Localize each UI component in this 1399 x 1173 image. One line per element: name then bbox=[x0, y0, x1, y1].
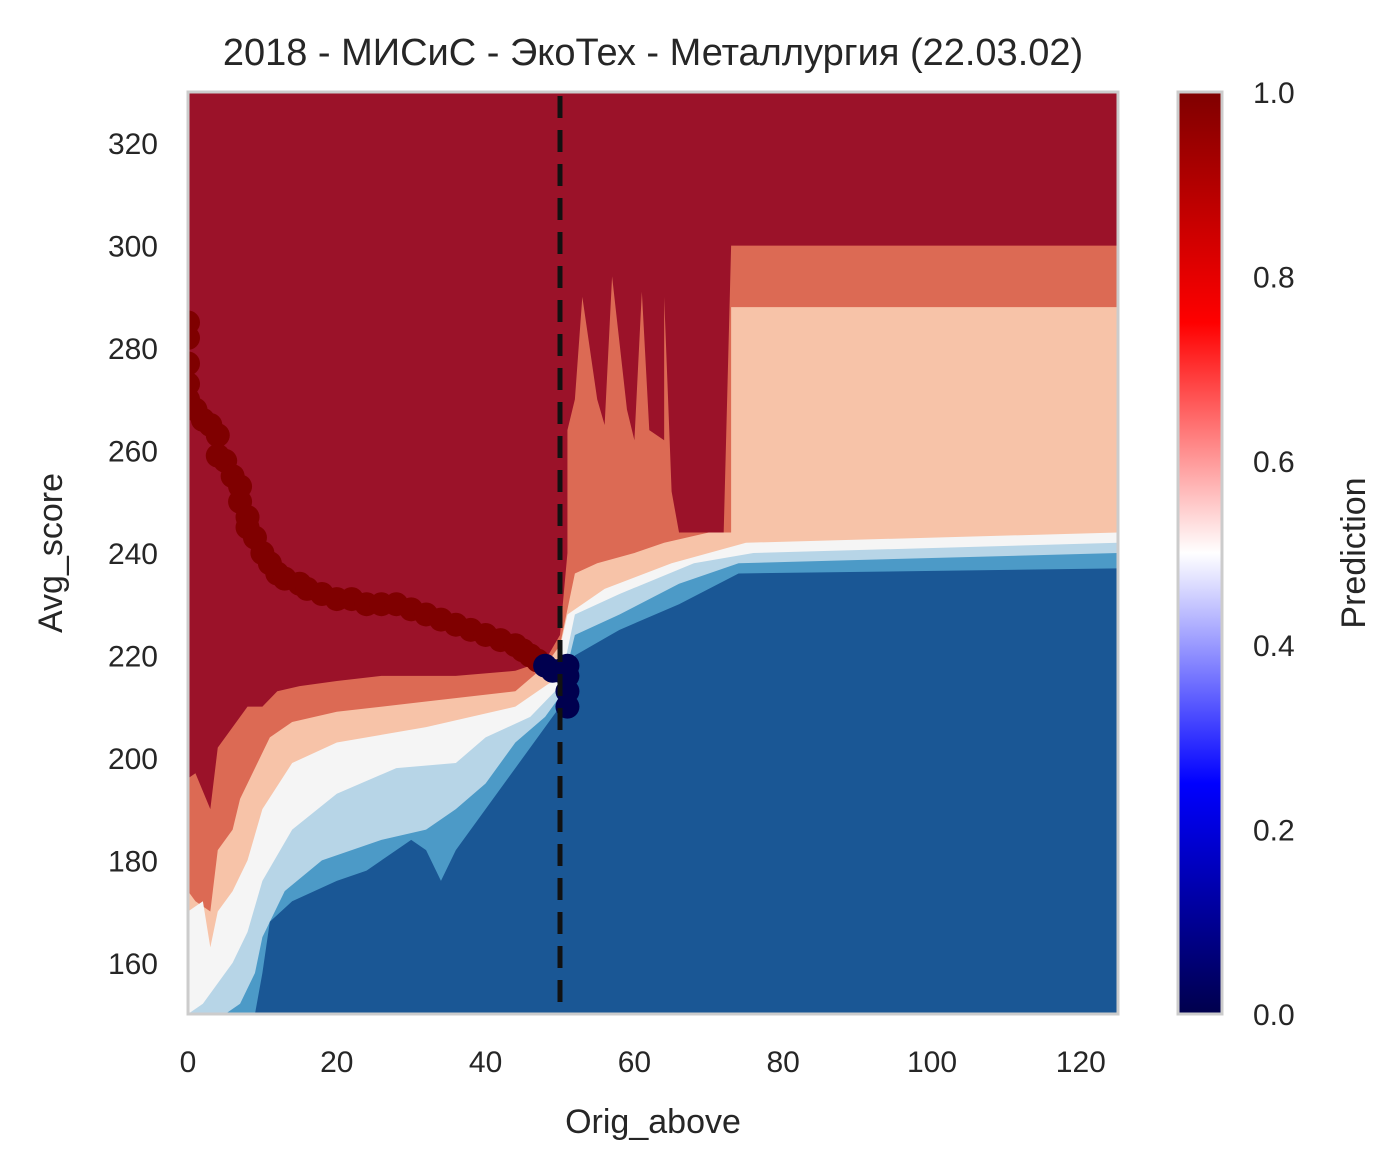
data-point bbox=[188, 325, 200, 350]
x-tick-label: 100 bbox=[907, 1046, 957, 1079]
y-tick-label: 240 bbox=[108, 538, 158, 571]
contour-band-mid-blue bbox=[254, 568, 1118, 1014]
x-tick-label: 20 bbox=[320, 1046, 353, 1079]
colorbar-tick-label: 0.2 bbox=[1253, 815, 1295, 848]
x-axis-label: Orig_above bbox=[565, 1103, 741, 1141]
colorbar-tick-label: 0.4 bbox=[1253, 630, 1295, 663]
y-tick-label: 180 bbox=[108, 845, 158, 878]
y-tick-label: 320 bbox=[108, 128, 158, 161]
chart-title: 2018 - МИСиС - ЭкоТех - Металлургия (22.… bbox=[223, 32, 1083, 74]
y-tick-label: 160 bbox=[108, 948, 158, 981]
colorbar-label: Prediction bbox=[1335, 477, 1373, 628]
colorbar bbox=[1176, 90, 1224, 1016]
y-axis-label: Avg_score bbox=[32, 473, 70, 633]
y-tick-label: 220 bbox=[108, 640, 158, 673]
x-tick-label: 60 bbox=[618, 1046, 651, 1079]
plot-area bbox=[188, 92, 1118, 1014]
colorbar-tick-label: 1.0 bbox=[1253, 77, 1295, 110]
y-tick-label: 200 bbox=[108, 743, 158, 776]
colorbar-tick-label: 0.0 bbox=[1253, 999, 1295, 1032]
y-tick-label: 280 bbox=[108, 333, 158, 366]
colorbar-ticks: 0.0 0.2 0.4 0.6 0.8 1.0 bbox=[1253, 77, 1295, 1032]
y-tick-label: 300 bbox=[108, 231, 158, 264]
y-axis: 160 180 200 220 240 260 280 300 320 bbox=[108, 128, 158, 981]
x-tick-label: 40 bbox=[469, 1046, 502, 1079]
data-point bbox=[188, 351, 200, 376]
y-tick-label: 260 bbox=[108, 436, 158, 469]
colorbar-tick-label: 0.6 bbox=[1253, 446, 1295, 479]
data-point bbox=[205, 423, 230, 448]
x-tick-label: 80 bbox=[767, 1046, 800, 1079]
x-axis: 0 20 40 60 80 100 120 bbox=[180, 1046, 1106, 1079]
scatter-markers bbox=[188, 310, 580, 719]
x-tick-label: 120 bbox=[1056, 1046, 1106, 1079]
plot-frame bbox=[186, 90, 1120, 1016]
x-tick-label: 0 bbox=[180, 1046, 197, 1079]
colorbar-tick-label: 0.8 bbox=[1253, 261, 1295, 294]
